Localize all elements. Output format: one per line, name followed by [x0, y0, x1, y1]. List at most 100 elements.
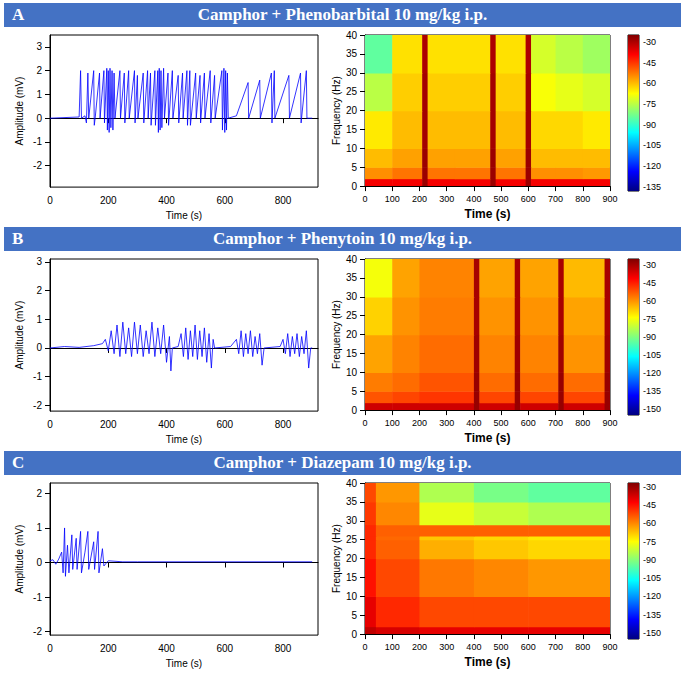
svg-text:300: 300 — [439, 194, 454, 204]
svg-text:900: 900 — [602, 194, 617, 204]
svg-text:-105: -105 — [643, 573, 661, 583]
svg-text:200: 200 — [100, 195, 117, 206]
svg-text:100: 100 — [385, 194, 400, 204]
svg-text:5: 5 — [351, 386, 357, 397]
svg-text:Amplitude (mV): Amplitude (mV) — [14, 301, 25, 370]
svg-text:600: 600 — [521, 642, 536, 652]
svg-text:2: 2 — [36, 65, 42, 76]
svg-text:0: 0 — [47, 643, 53, 654]
svg-text:-1: -1 — [33, 592, 42, 603]
svg-text:-45: -45 — [643, 58, 656, 68]
svg-text:800: 800 — [275, 419, 292, 430]
svg-text:0: 0 — [36, 113, 42, 124]
svg-text:35: 35 — [346, 48, 358, 59]
svg-text:-2: -2 — [33, 400, 42, 411]
svg-text:Time (s): Time (s) — [166, 658, 202, 669]
svg-text:600: 600 — [216, 643, 233, 654]
svg-text:900: 900 — [602, 642, 617, 652]
svg-text:2: 2 — [36, 285, 42, 296]
svg-text:-90: -90 — [643, 120, 656, 130]
svg-text:-105: -105 — [643, 140, 661, 150]
svg-text:800: 800 — [575, 642, 590, 652]
svg-text:30: 30 — [346, 67, 358, 78]
svg-text:0: 0 — [362, 418, 367, 428]
svg-text:200: 200 — [100, 643, 117, 654]
svg-text:800: 800 — [275, 195, 292, 206]
svg-text:2: 2 — [36, 488, 42, 499]
svg-text:-120: -120 — [643, 368, 661, 378]
svg-text:-90: -90 — [643, 555, 656, 565]
svg-text:0: 0 — [351, 181, 357, 192]
svg-text:0: 0 — [36, 557, 42, 568]
svg-text:40: 40 — [346, 30, 358, 41]
svg-text:600: 600 — [521, 418, 536, 428]
svg-text:40: 40 — [346, 478, 358, 489]
svg-text:200: 200 — [100, 419, 117, 430]
svg-text:400: 400 — [158, 195, 175, 206]
svg-text:400: 400 — [466, 194, 481, 204]
svg-text:10: 10 — [346, 143, 358, 154]
svg-text:1: 1 — [36, 314, 42, 325]
svg-text:0: 0 — [47, 195, 53, 206]
svg-text:0: 0 — [362, 194, 367, 204]
svg-text:0: 0 — [351, 629, 357, 640]
svg-text:30: 30 — [346, 291, 358, 302]
svg-text:100: 100 — [385, 642, 400, 652]
svg-text:500: 500 — [494, 642, 509, 652]
svg-text:5: 5 — [351, 610, 357, 621]
svg-text:400: 400 — [466, 642, 481, 652]
svg-text:40: 40 — [346, 254, 358, 265]
svg-text:0: 0 — [36, 342, 42, 353]
svg-text:0: 0 — [351, 405, 357, 416]
svg-text:25: 25 — [346, 86, 358, 97]
svg-text:3: 3 — [36, 256, 42, 267]
svg-text:-2: -2 — [33, 160, 42, 171]
svg-text:20: 20 — [346, 553, 358, 564]
svg-text:Frequency (Hz): Frequency (Hz) — [331, 300, 342, 369]
svg-text:400: 400 — [158, 643, 175, 654]
svg-text:-120: -120 — [643, 161, 661, 171]
svg-text:15: 15 — [346, 348, 358, 359]
svg-text:Frequency (Hz): Frequency (Hz) — [331, 524, 342, 593]
svg-text:-1: -1 — [33, 136, 42, 147]
svg-text:-75: -75 — [643, 314, 656, 324]
svg-text:800: 800 — [275, 643, 292, 654]
svg-text:-135: -135 — [643, 610, 661, 620]
svg-text:500: 500 — [494, 194, 509, 204]
svg-text:100: 100 — [385, 418, 400, 428]
svg-text:600: 600 — [216, 195, 233, 206]
svg-text:400: 400 — [158, 419, 175, 430]
svg-text:300: 300 — [439, 642, 454, 652]
svg-text:Amplitude (mV): Amplitude (mV) — [14, 77, 25, 146]
svg-text:700: 700 — [548, 418, 563, 428]
svg-text:-45: -45 — [643, 278, 656, 288]
svg-text:Amplitude (mV): Amplitude (mV) — [14, 525, 25, 594]
svg-text:800: 800 — [575, 418, 590, 428]
svg-text:35: 35 — [346, 496, 358, 507]
svg-text:0: 0 — [362, 642, 367, 652]
svg-text:-60: -60 — [643, 518, 656, 528]
svg-text:Time (s): Time (s) — [465, 431, 511, 445]
svg-text:-75: -75 — [643, 99, 656, 109]
svg-text:1: 1 — [36, 522, 42, 533]
svg-text:-1: -1 — [33, 371, 42, 382]
svg-text:600: 600 — [521, 194, 536, 204]
svg-text:-150: -150 — [643, 404, 661, 414]
svg-text:-30: -30 — [643, 260, 656, 270]
svg-text:200: 200 — [412, 418, 427, 428]
svg-text:1: 1 — [36, 89, 42, 100]
svg-text:15: 15 — [346, 124, 358, 135]
svg-text:400: 400 — [466, 418, 481, 428]
svg-text:20: 20 — [346, 329, 358, 340]
svg-text:500: 500 — [494, 418, 509, 428]
svg-text:Frequency (Hz): Frequency (Hz) — [331, 76, 342, 145]
svg-text:-105: -105 — [643, 350, 661, 360]
svg-text:15: 15 — [346, 572, 358, 583]
svg-text:-135: -135 — [643, 182, 661, 192]
svg-text:Time (s): Time (s) — [166, 210, 202, 221]
svg-text:10: 10 — [346, 367, 358, 378]
svg-text:700: 700 — [548, 194, 563, 204]
svg-text:25: 25 — [346, 534, 358, 545]
svg-text:Time (s): Time (s) — [465, 207, 511, 221]
svg-text:-60: -60 — [643, 296, 656, 306]
